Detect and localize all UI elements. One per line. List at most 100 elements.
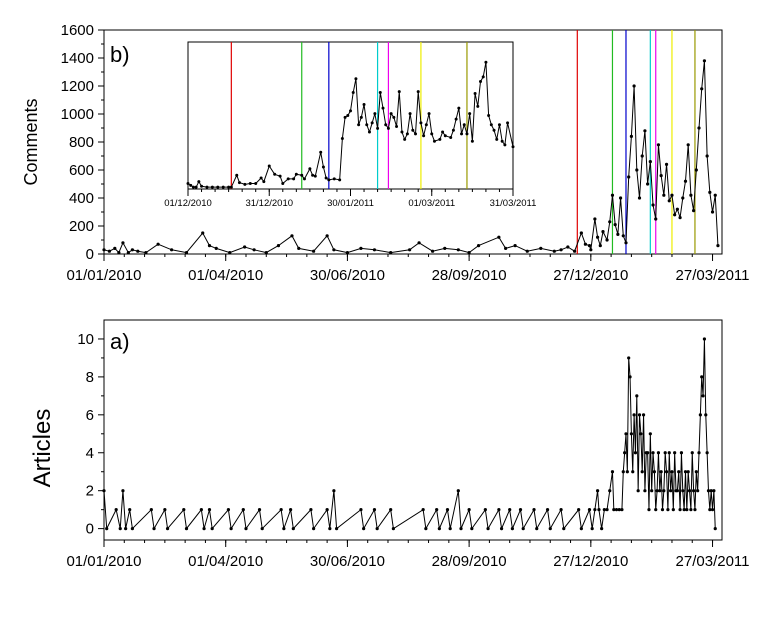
data-point [156, 242, 160, 246]
data-point [170, 248, 174, 252]
data-point [506, 121, 510, 125]
inset-frame [187, 41, 514, 190]
data-point [660, 508, 665, 512]
data-point [389, 112, 393, 116]
data-point [710, 508, 715, 512]
data-point [286, 177, 290, 181]
data-point [357, 123, 361, 127]
data-point [612, 508, 616, 512]
data-point [621, 470, 625, 474]
data-point [518, 508, 523, 512]
data-point [670, 470, 674, 474]
data-point [332, 177, 336, 181]
data-point [107, 249, 112, 253]
data-point [470, 139, 474, 143]
x-tick-label-4: 27/12/2010 [553, 267, 628, 284]
data-point [354, 77, 358, 81]
data-point [189, 183, 193, 187]
data-point [678, 216, 682, 220]
data-point [359, 246, 363, 250]
data-point [340, 136, 344, 140]
data-point [403, 137, 407, 141]
data-point [421, 508, 425, 512]
data-point [689, 193, 693, 197]
data-point [237, 181, 241, 185]
data-point [577, 508, 581, 512]
data-point [300, 173, 304, 177]
data-point [679, 451, 684, 455]
data-point [497, 235, 501, 239]
data-point [313, 174, 317, 178]
data-point [532, 508, 536, 512]
x-tick-label-0: 01/12/2010 [164, 198, 212, 209]
data-point [654, 217, 658, 221]
data-point [267, 164, 271, 168]
data-point [165, 527, 170, 531]
data-point [598, 244, 602, 248]
data-point [367, 130, 371, 134]
inset: 01/12/2010 31/12/2010 30/01/2011 01/03/2011… [164, 41, 537, 209]
data-point [639, 432, 643, 436]
data-point [210, 527, 214, 531]
data-point [708, 190, 712, 194]
data-point [338, 178, 342, 182]
data-point [698, 413, 702, 417]
data-point [207, 244, 212, 248]
data-point [144, 251, 148, 255]
data-point [384, 123, 388, 127]
panel-b-y-axis: 0 200 400 600 800 1000 1200 1400 1600 [61, 22, 104, 263]
data-point [647, 508, 651, 512]
data-point [392, 115, 396, 119]
data-point [252, 248, 256, 252]
data-point [121, 489, 125, 493]
data-point [473, 91, 477, 95]
data-point [292, 177, 296, 181]
data-point [365, 123, 369, 127]
data-point [579, 231, 583, 235]
data-point [690, 451, 694, 455]
data-point [184, 527, 189, 531]
data-point [216, 185, 220, 189]
x-tick-label-0: 01/01/2010 [66, 267, 141, 284]
data-point [362, 102, 366, 106]
data-point [566, 245, 570, 249]
data-point [597, 508, 601, 512]
data-point [632, 84, 636, 88]
data-point [697, 451, 701, 455]
data-point [664, 470, 669, 474]
data-point [677, 470, 681, 474]
data-point [513, 244, 517, 248]
data-point [102, 248, 106, 252]
data-point [362, 527, 366, 531]
data-point [636, 489, 640, 493]
y-tick-label-2: 4 [86, 445, 94, 462]
data-point [282, 527, 286, 531]
data-point [281, 181, 285, 185]
data-point [467, 251, 471, 255]
x-tick-label-2: 30/06/2010 [310, 553, 385, 570]
data-point [608, 220, 612, 224]
data-point [499, 527, 504, 531]
data-point [243, 182, 247, 186]
data-point [324, 176, 328, 180]
data-point [681, 489, 685, 493]
data-point [449, 136, 453, 140]
data-point [226, 508, 231, 512]
x-tick-label-5: 27/03/2011 [676, 267, 750, 284]
data-point [391, 527, 395, 531]
data-point [163, 508, 167, 512]
data-point [497, 123, 501, 127]
data-point [214, 246, 218, 250]
data-point [659, 174, 663, 178]
data-point [652, 470, 656, 474]
x-tick-label-4: 31/03/2011 [490, 198, 537, 209]
data-point [229, 527, 233, 531]
data-point [484, 60, 488, 64]
y-tick-label-3: 600 [69, 162, 94, 179]
data-point [678, 508, 682, 512]
data-point [334, 527, 339, 531]
data-point [662, 193, 666, 197]
x-tick-label-1: 01/04/2010 [188, 553, 263, 570]
data-point [319, 150, 323, 154]
